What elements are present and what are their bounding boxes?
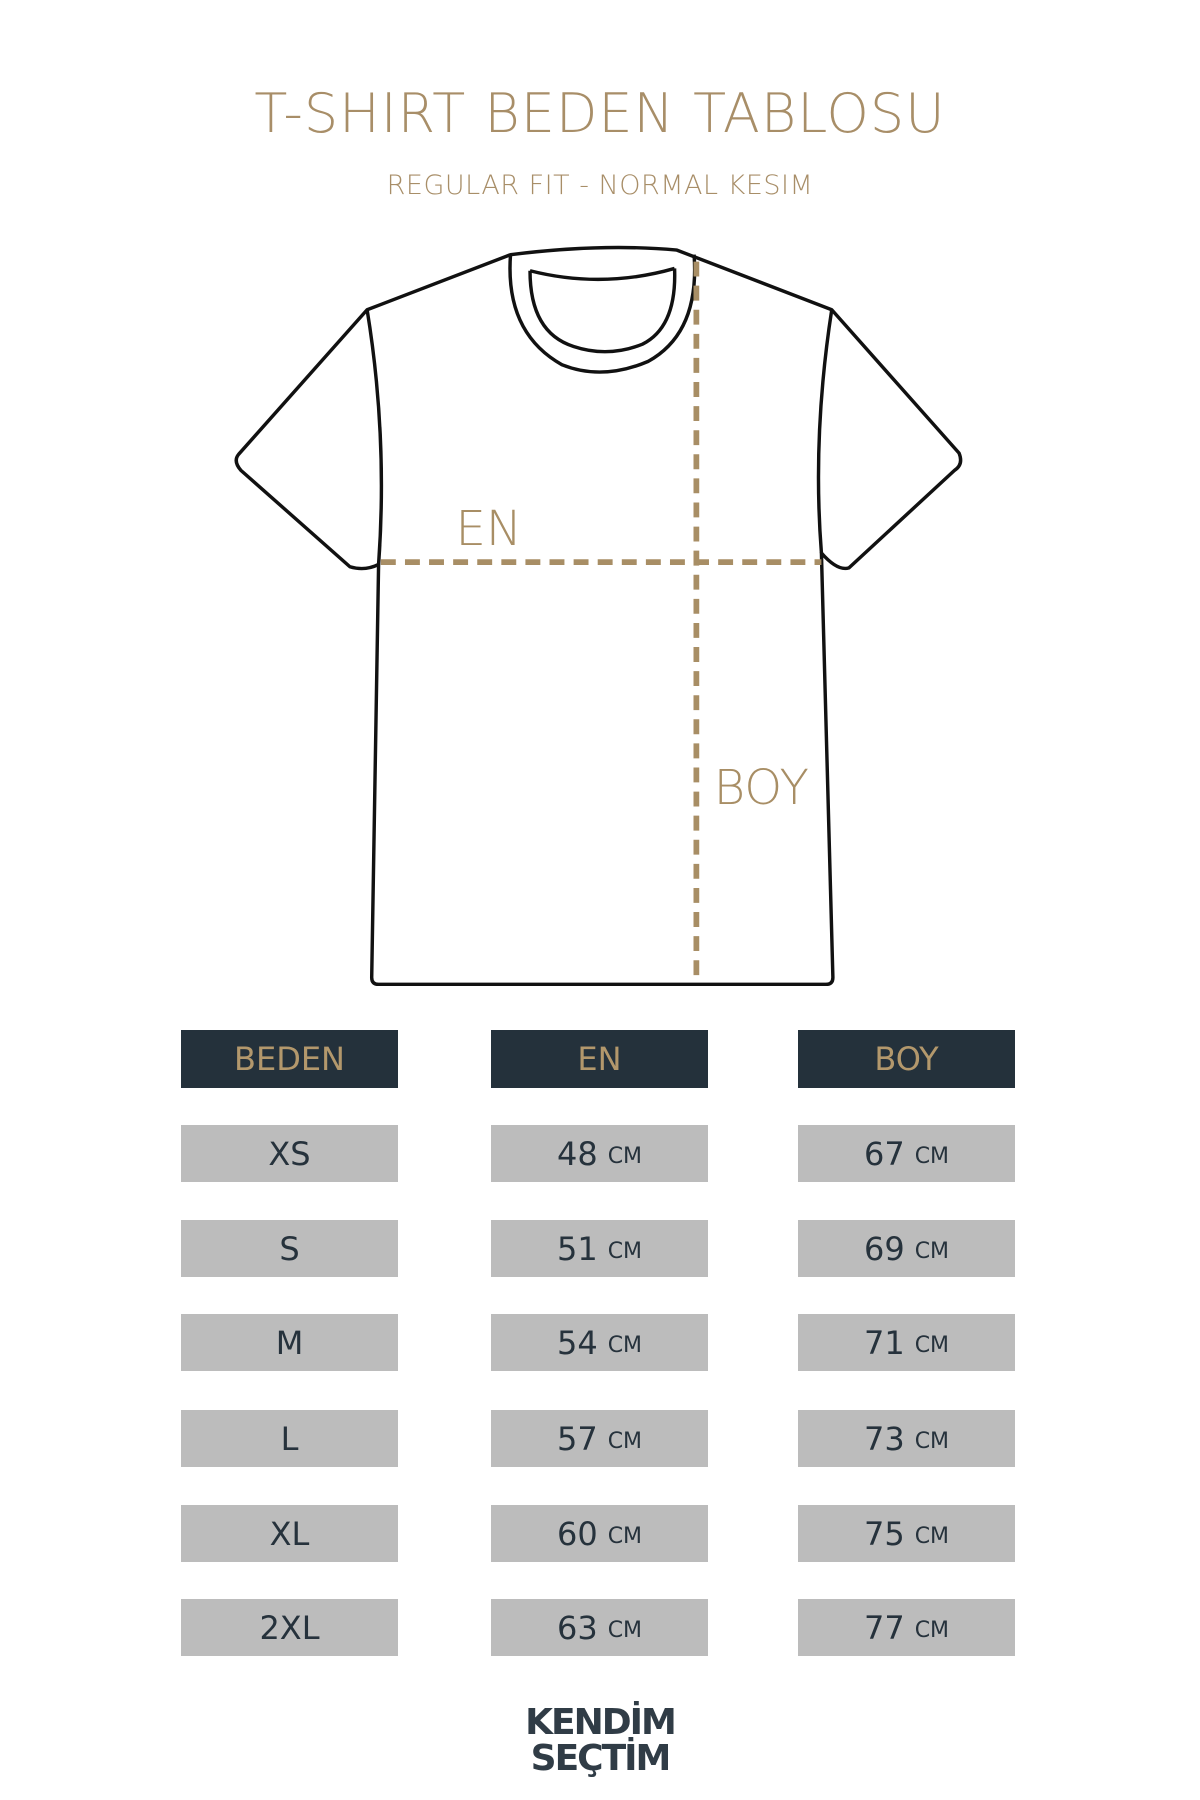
- collar-inner: [528, 268, 677, 354]
- logo-line1: KENDİM: [525, 1702, 677, 1743]
- collar-outer: [508, 254, 697, 374]
- cell-value: 71: [863, 1323, 905, 1362]
- cell-unit: CM: [607, 1333, 643, 1358]
- table-cell-boy: 67 CM: [798, 1125, 1015, 1182]
- cell-value: 73: [863, 1419, 905, 1458]
- cell-value: M: [275, 1323, 304, 1362]
- table-cell-boy: 77 CM: [798, 1599, 1015, 1656]
- armhole-left: [365, 309, 384, 565]
- cell-unit: CM: [914, 1239, 950, 1264]
- cell-value: 2XL: [259, 1608, 320, 1647]
- cell-value: XS: [268, 1134, 311, 1173]
- cell-unit: CM: [914, 1144, 950, 1169]
- cell-unit: CM: [914, 1429, 950, 1454]
- table-cell-size: L: [181, 1410, 398, 1467]
- table-cell-en: 51 CM: [491, 1220, 708, 1277]
- table-cell-size: M: [181, 1314, 398, 1371]
- table-cell-size: S: [181, 1220, 398, 1277]
- cell-value: 75: [863, 1514, 905, 1553]
- cell-value: 57: [556, 1419, 598, 1458]
- length-label: BOY: [714, 760, 809, 816]
- header-en: EN: [491, 1030, 708, 1088]
- cell-unit: CM: [607, 1524, 643, 1549]
- table-cell-size: 2XL: [181, 1599, 398, 1656]
- armhole-right: [816, 309, 834, 554]
- logo-line2: SEÇTİM: [530, 1738, 672, 1779]
- table-cell-size: XS: [181, 1125, 398, 1182]
- table-cell-boy: 71 CM: [798, 1314, 1015, 1371]
- cell-unit: CM: [914, 1524, 950, 1549]
- table-cell-boy: 69 CM: [798, 1220, 1015, 1277]
- page-title: T-SHIRT BEDEN TABLOSU: [254, 82, 946, 145]
- page-subtitle: REGULAR FIT - NORMAL KESIM: [386, 170, 814, 201]
- table-cell-size: XL: [181, 1505, 398, 1562]
- table-cell-en: 63 CM: [491, 1599, 708, 1656]
- cell-unit: CM: [607, 1429, 643, 1454]
- tshirt-outline: [234, 245, 963, 987]
- cell-unit: CM: [607, 1239, 643, 1264]
- cell-value: 51: [556, 1229, 598, 1268]
- cell-value: 63: [556, 1608, 598, 1647]
- table-cell-en: 60 CM: [491, 1505, 708, 1562]
- cell-value: S: [279, 1229, 300, 1268]
- cell-value: 54: [556, 1323, 598, 1362]
- table-cell-en: 54 CM: [491, 1314, 708, 1371]
- cell-value: L: [280, 1419, 299, 1458]
- cell-unit: CM: [607, 1144, 643, 1169]
- cell-value: 77: [863, 1608, 905, 1647]
- header-beden: BEDEN: [181, 1030, 398, 1088]
- cell-unit: CM: [607, 1618, 643, 1643]
- cell-value: 67: [863, 1134, 905, 1173]
- cell-unit: CM: [914, 1618, 950, 1643]
- table-cell-en: 57 CM: [491, 1410, 708, 1467]
- cell-value: 69: [863, 1229, 905, 1268]
- table-cell-boy: 75 CM: [798, 1505, 1015, 1562]
- header-boy: BOY: [798, 1030, 1015, 1088]
- cell-unit: CM: [914, 1333, 950, 1358]
- collar-top: [529, 266, 676, 282]
- table-cell-en: 48 CM: [491, 1125, 708, 1182]
- width-label: EN: [455, 501, 521, 557]
- cell-value: 48: [556, 1134, 598, 1173]
- brand-logo: KENDİM SEÇTİM: [520, 1705, 680, 1777]
- table-cell-boy: 73 CM: [798, 1410, 1015, 1467]
- cell-value: XL: [269, 1514, 310, 1553]
- cell-value: 60: [556, 1514, 598, 1553]
